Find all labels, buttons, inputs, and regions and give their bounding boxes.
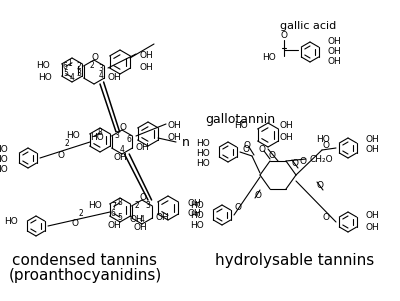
Text: (proanthocyanidins): (proanthocyanidins) [8,268,162,283]
Text: O: O [280,32,288,41]
Text: O: O [244,141,250,150]
Text: OH: OH [366,222,380,231]
Text: condensed tannins: condensed tannins [12,253,158,268]
Text: OH: OH [280,120,294,129]
Text: HO: HO [190,201,204,210]
Text: OH: OH [156,213,170,222]
Text: OH: OH [328,48,342,57]
Text: O: O [322,213,330,222]
Text: 3: 3 [76,69,81,78]
Text: OH: OH [130,216,144,225]
Text: 1: 1 [68,59,72,68]
Text: hydrolysable tannins: hydrolysable tannins [215,253,375,268]
Text: 6: 6 [126,135,131,144]
Text: 6: 6 [63,62,68,71]
Text: gallic acid: gallic acid [280,21,336,31]
Text: 3: 3 [114,131,119,140]
Text: 3: 3 [98,64,103,73]
Text: OH: OH [168,122,182,131]
Text: HO: HO [196,159,210,167]
Text: 5: 5 [63,69,68,78]
Text: O: O [292,159,298,167]
Text: O: O [300,157,306,166]
Text: HO: HO [66,131,80,139]
Text: 8: 8 [98,128,102,137]
Text: O: O [254,191,262,200]
Text: HO: HO [190,222,204,231]
Text: OH: OH [366,144,380,154]
Text: OH: OH [108,73,122,82]
Text: O: O [72,219,78,228]
Text: 6: 6 [111,209,116,218]
Text: OH: OH [328,57,342,67]
Text: HO: HO [0,166,8,175]
Text: HO: HO [234,120,248,129]
Text: 4: 4 [120,145,124,154]
Text: OH: OH [133,224,147,232]
Text: 7: 7 [111,202,116,211]
Text: OH: OH [107,222,121,231]
Text: OH: OH [140,63,154,72]
Text: CH₂O: CH₂O [310,154,334,163]
Text: HO: HO [4,218,18,226]
Text: OH: OH [140,51,154,61]
Text: HO: HO [0,156,8,165]
Text: O: O [268,150,276,160]
Text: O: O [242,145,250,154]
Text: n: n [182,135,190,148]
Text: HO: HO [90,134,104,142]
Text: OH: OH [113,154,127,163]
Text: OH: OH [366,210,380,219]
Text: O: O [92,52,98,61]
Text: O: O [258,144,266,154]
Text: OH: OH [136,144,150,153]
Text: 2: 2 [65,139,69,148]
Text: OH: OH [188,198,202,207]
Text: OH: OH [280,132,294,141]
Text: O: O [234,203,242,212]
Text: 4: 4 [70,73,74,82]
Text: O: O [58,150,64,160]
Text: 2: 2 [90,61,94,70]
Text: 2: 2 [79,209,83,219]
Text: HO: HO [88,201,102,210]
Text: 2: 2 [76,62,81,71]
Text: OH: OH [168,132,182,141]
Text: HO: HO [262,54,276,63]
Text: O: O [322,141,330,150]
Text: O: O [140,193,146,201]
Text: OH: OH [328,38,342,46]
Text: HO: HO [36,61,50,70]
Text: 4: 4 [98,71,103,80]
Text: 3: 3 [145,201,150,210]
Text: HO: HO [196,138,210,147]
Text: HO: HO [38,73,52,82]
Text: 2: 2 [134,201,139,210]
Text: HO: HO [196,148,210,157]
Text: O: O [120,123,126,132]
Text: OH: OH [188,209,202,219]
Text: HO: HO [0,145,8,154]
Text: HO: HO [190,212,204,221]
Text: 8: 8 [118,198,122,207]
Text: 4: 4 [140,215,144,224]
Text: OH: OH [366,135,380,144]
Text: O: O [316,181,324,190]
Text: 5: 5 [118,213,122,222]
Text: HO: HO [316,135,330,144]
Text: gallotannin: gallotannin [205,113,275,126]
